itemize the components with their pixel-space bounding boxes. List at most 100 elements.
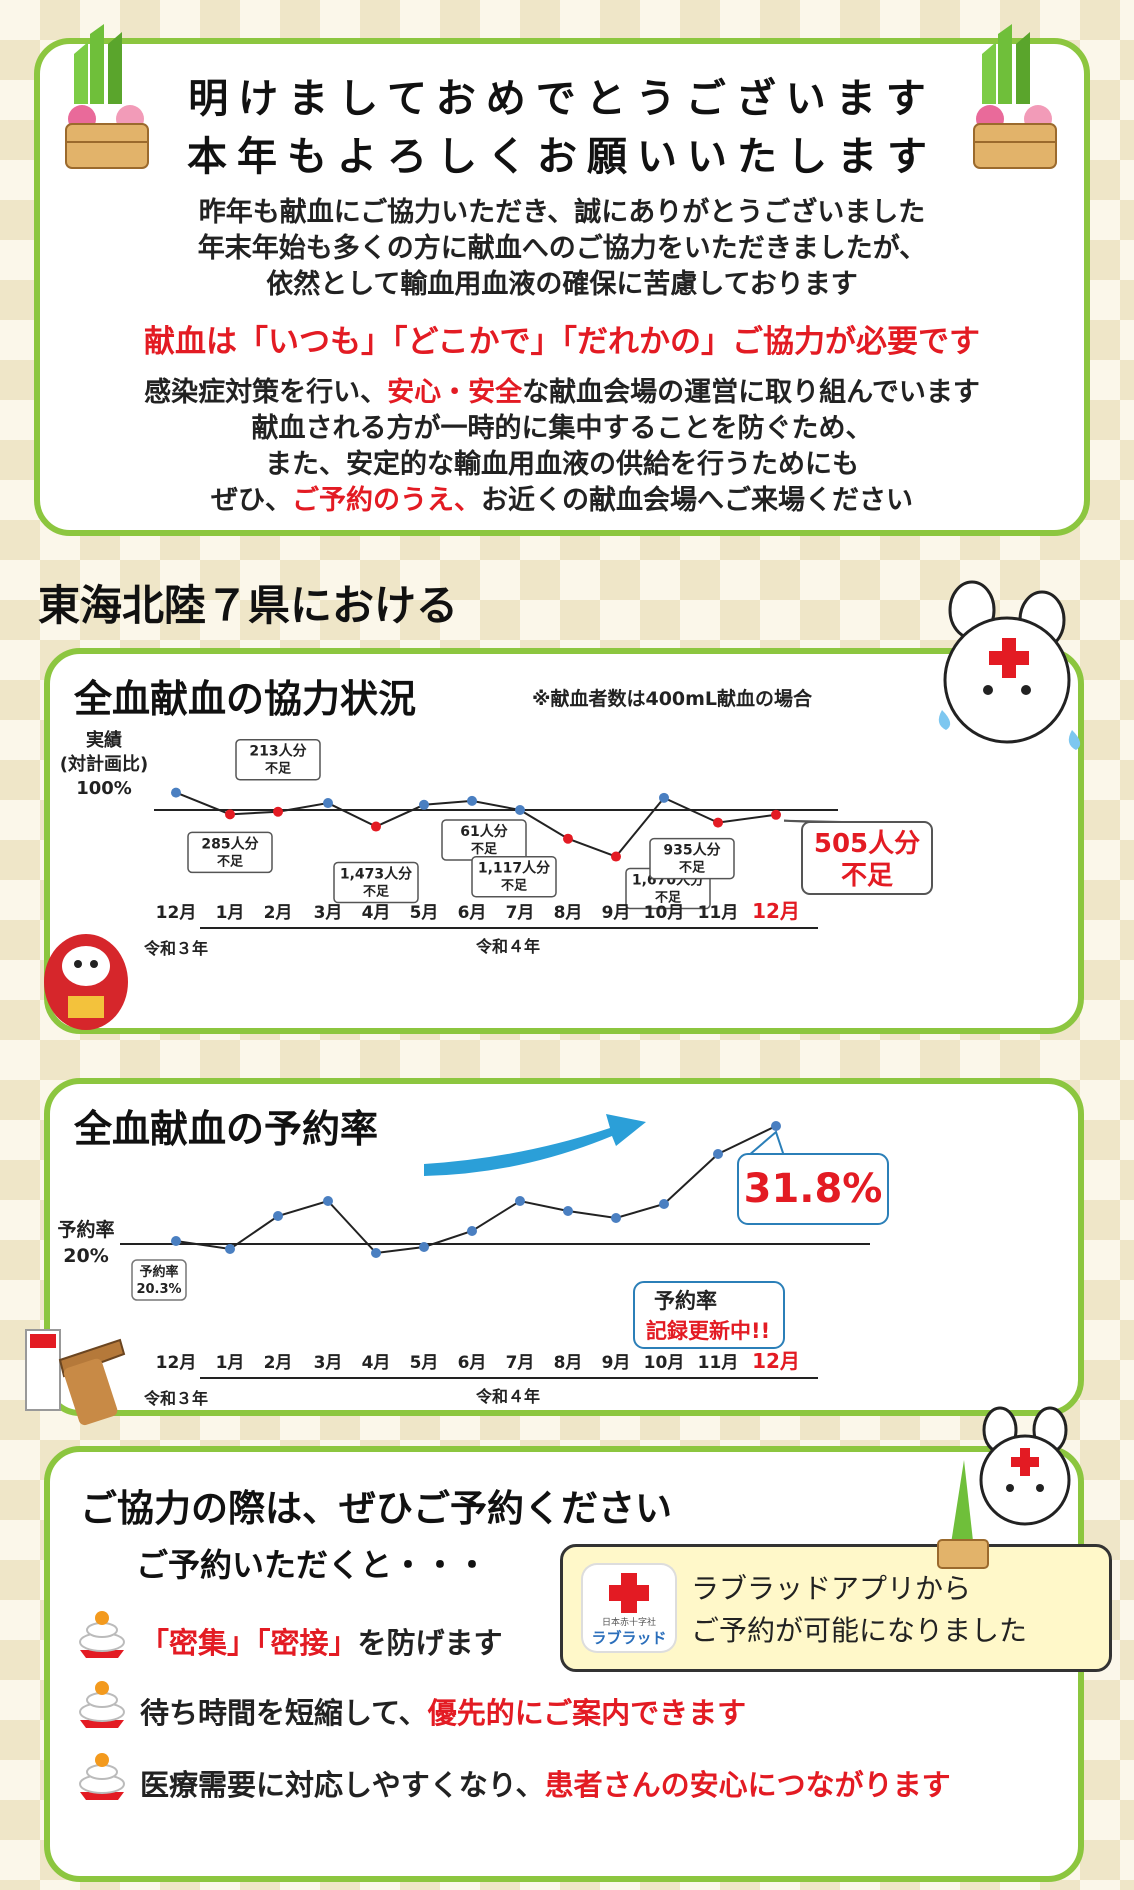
data-point [563, 1206, 573, 1216]
region-title: 東海北陸７県における [38, 581, 459, 630]
callout-text: 不足 [265, 762, 292, 777]
x-tick-label: 7月 [506, 903, 535, 923]
data-point [467, 795, 477, 806]
chart1-note: ※献血者数は400mL献血の場合 [532, 688, 813, 710]
data-point [515, 805, 525, 815]
x-tick-label: 6月 [458, 903, 487, 923]
last-point-label-box [737, 1153, 889, 1225]
callout-text: 1,117人分 [478, 860, 550, 877]
x-tick-label: 6月 [458, 1353, 487, 1373]
era-label: 令和３年 [143, 939, 208, 958]
era-label: 令和４年 [475, 937, 540, 956]
app-line-2: ご予約が可能になりました [691, 1614, 1028, 1647]
data-point [771, 809, 781, 820]
x-tick-label: 7月 [506, 1353, 535, 1373]
x-tick-label: 12月 [752, 1349, 800, 1373]
data-point [713, 1149, 723, 1159]
callout-text: 213人分 [249, 743, 306, 760]
daruma-icon [44, 934, 128, 1030]
callout-text: 不足 [471, 842, 498, 857]
bottom-title: ご協力の際は、ぜひご予約ください [80, 1487, 672, 1530]
callout-pointer [745, 1130, 786, 1157]
callout-text: 不足 [217, 854, 244, 869]
callout-text: 不足 [501, 879, 528, 894]
y-axis-label: 100% [76, 778, 132, 799]
x-tick-label: 11月 [698, 1353, 739, 1373]
callout-text: 不足 [363, 885, 390, 900]
y-axis-label: 予約率 [57, 1218, 114, 1241]
x-tick-label: 3月 [314, 1353, 343, 1373]
data-point [323, 798, 333, 809]
y-axis-label: 20% [63, 1245, 108, 1267]
callout-text: 505人分 [814, 829, 920, 859]
callout-text: 61人分 [460, 823, 507, 840]
data-point [611, 851, 621, 862]
kagami-mochi-icon [79, 1681, 125, 1728]
data-point [771, 1121, 781, 1131]
trend-arrow-icon [424, 1114, 646, 1176]
callout-box [333, 861, 419, 904]
x-tick-label: 2月 [264, 1353, 293, 1373]
x-tick-label: 5月 [410, 1353, 439, 1373]
callout-box [235, 738, 321, 781]
data-point [225, 1244, 235, 1254]
callout-box [187, 831, 273, 874]
app-line-1: ラブラッドアプリから [691, 1572, 972, 1605]
callout-text: 不足 [655, 891, 682, 906]
data-point [171, 787, 181, 798]
first-point-label: 20.3% [136, 1282, 181, 1297]
benefit-1: 「密集」「密接」を防げます [140, 1626, 503, 1660]
data-point [371, 1248, 381, 1258]
kadomatsu-right-icon [973, 24, 1057, 169]
love-blood-app-box[interactable]: 日本赤十字社 ラブラッド ラブラッドアプリから ご予約が可能になりました [560, 1544, 1112, 1672]
bottom-subtitle: ご予約いただくと・・・ [136, 1546, 489, 1584]
x-tick-label: 9月 [602, 1353, 631, 1373]
x-tick-label: 9月 [602, 903, 631, 923]
measures-line-4: ぜひ、ご予約のうえ、お近くの献血会場へご来場ください [211, 485, 913, 516]
svg-text:日本赤十字社: 日本赤十字社 [602, 1616, 656, 1628]
x-tick-label: 1月 [216, 1353, 245, 1373]
x-tick-label: 2月 [264, 903, 293, 923]
data-point [273, 1211, 283, 1221]
callout-box [471, 855, 557, 898]
x-tick-label: 1月 [216, 903, 245, 923]
slogan: 献血は「いつも」「どこかで」「だれかの」ご協力が必要です [143, 324, 981, 360]
data-point [467, 1226, 477, 1236]
first-point-label: 予約率 [139, 1264, 178, 1280]
first-point-label-box [131, 1259, 187, 1301]
body-line-2: 年末年始も多くの方に献血へのご協力をいただきましたが、 [197, 233, 927, 264]
x-tick-label: 3月 [314, 903, 343, 923]
chart2-title: 全血献血の予約率 [74, 1107, 379, 1151]
donation-status-panel: 全血献血の協力状況 ※献血者数は400mL献血の場合 実績 (対計画比) 100% 2… [44, 648, 1084, 1034]
thanks-line: 昨年も献血にご協力いただき、誠にありがとうございました [198, 197, 926, 228]
donation-status-chart: 実績(対計画比)100%285人分不足213人分不足1,473人分不足61人分不… [60, 729, 933, 958]
data-point [225, 809, 235, 820]
reservation-rate-panel: 全血献血の予約率 予約率 20% 予約率 20.3% 31.8% 予約率 記録更新中!! 12… [44, 1078, 1084, 1416]
measures-line-3: また、安定的な輸血用血液の供給を行うためにも [265, 449, 859, 480]
callout-box-last [801, 821, 933, 895]
record-badge-line2: 記録更新中!! [646, 1319, 770, 1343]
callout-text: 不足 [679, 861, 706, 876]
x-tick-label: 10月 [644, 903, 685, 923]
x-tick-label: 12月 [752, 899, 800, 923]
callout-text: 935人分 [663, 842, 720, 859]
mascot-kadomatsu-icon [937, 1406, 1071, 1569]
x-tick-label: 8月 [554, 1353, 583, 1373]
callout-box [649, 837, 735, 880]
x-tick-label: 4月 [362, 1353, 391, 1373]
era-label: 令和４年 [475, 1387, 540, 1406]
x-tick-label: 12月 [156, 903, 197, 923]
data-point [171, 1236, 181, 1246]
y-axis-label: (対計画比) [60, 753, 148, 775]
callout-text: 285人分 [201, 835, 258, 852]
data-point [563, 833, 573, 844]
data-point [515, 1196, 525, 1206]
benefit-3: 医療需要に対応しやすくなり、患者さんの安心につながります [140, 1768, 951, 1802]
y-axis-label: 実績 [86, 729, 122, 751]
chart1-title: 全血献血の協力状況 [74, 677, 417, 721]
x-tick-label: 10月 [644, 1353, 685, 1373]
x-tick-label: 12月 [156, 1353, 197, 1373]
x-tick-label: 5月 [410, 903, 439, 923]
kagami-mochi-icon [79, 1611, 125, 1658]
love-blood-app-icon[interactable]: 日本赤十字社 ラブラッド [583, 1565, 675, 1651]
